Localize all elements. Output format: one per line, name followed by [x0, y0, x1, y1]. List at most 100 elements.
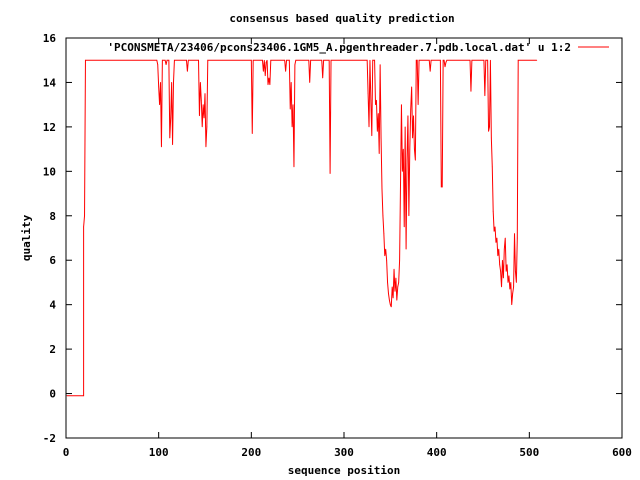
data-point: [83, 395, 85, 397]
data-point: [264, 75, 266, 77]
data-point: [415, 59, 417, 61]
data-point: [376, 130, 378, 132]
data-point: [371, 135, 373, 137]
data-point: [499, 264, 501, 266]
data-point: [289, 108, 291, 110]
x-tick-label: 400: [427, 446, 447, 459]
data-point: [389, 304, 391, 306]
data-point: [250, 59, 252, 61]
data-point: [400, 182, 401, 183]
data-point: [323, 59, 325, 61]
y-tick-label: 12: [43, 121, 56, 134]
data-point: [156, 59, 158, 61]
data-point: [388, 293, 389, 294]
data-point: [157, 64, 159, 66]
data-point: [393, 268, 395, 270]
data-point: [295, 59, 297, 61]
data-point: [382, 215, 384, 217]
data-point: [171, 82, 173, 83]
data-point: [84, 215, 85, 217]
data-point: [391, 286, 393, 288]
data-point: [186, 59, 187, 61]
y-tick-label: 0: [49, 388, 56, 401]
data-point: [308, 59, 310, 61]
data-point: [286, 59, 287, 61]
data-point: [385, 248, 387, 250]
data-point: [507, 282, 509, 283]
y-tick-label: 2: [49, 343, 56, 356]
data-point: [445, 62, 447, 63]
data-point: [495, 242, 497, 243]
plot-frame: [65, 37, 623, 439]
data-point: [416, 59, 418, 61]
data-point: [411, 86, 413, 88]
data-point: [207, 59, 209, 61]
data-point: [403, 226, 405, 228]
data-point: [321, 59, 323, 61]
data-point: [203, 117, 205, 119]
data-point: [366, 59, 368, 61]
data-point: [372, 59, 374, 61]
data-point: [506, 264, 508, 266]
data-point: [263, 59, 265, 61]
data-point: [158, 86, 160, 88]
data-point: [161, 59, 163, 61]
x-tick-label: 600: [612, 446, 632, 459]
data-point: [515, 270, 516, 272]
data-point: [262, 59, 263, 61]
axes: 0 100 200 300 400 500 600 -2 0 2 4 6 8 10 12 14 16: [43, 32, 632, 459]
data-point: [469, 59, 471, 61]
data-point: [390, 306, 392, 308]
data-point: [251, 133, 253, 134]
data-point: [200, 99, 202, 101]
data-point: [202, 104, 204, 106]
data-point: [381, 188, 383, 190]
y-tick-label: 14: [43, 76, 57, 89]
data-point: [517, 59, 519, 61]
data-point: [161, 146, 162, 148]
data-point: [379, 64, 381, 66]
data-point: [515, 282, 517, 283]
data-point: [483, 59, 485, 61]
data-point: [367, 93, 369, 94]
data-point: [83, 226, 85, 228]
data-point: [266, 59, 268, 61]
data-point: [513, 286, 514, 288]
data-point: [443, 59, 445, 61]
data-point: [471, 59, 473, 61]
data-point: [444, 66, 446, 68]
data-point: [418, 59, 420, 61]
data-point: [501, 286, 502, 288]
data-point: [409, 148, 411, 150]
data-point: [187, 59, 189, 61]
data-point: [516, 237, 518, 239]
data-point: [292, 104, 294, 106]
data-point: [310, 59, 312, 61]
data-point: [502, 259, 503, 261]
y-axis-label: quality: [20, 214, 33, 261]
series-group: [66, 59, 538, 397]
data-point: [488, 130, 489, 132]
data-point: [370, 99, 372, 101]
legend-label: 'PCONSMETA/23406/pcons23406.1GM5_A.pgent…: [107, 41, 571, 54]
x-tick-label: 300: [334, 446, 354, 459]
data-point: [402, 148, 404, 150]
legend: 'PCONSMETA/23406/pcons23406.1GM5_A.pgent…: [107, 41, 609, 54]
data-point: [489, 126, 490, 128]
data-point: [186, 70, 188, 72]
data-point: [512, 293, 514, 294]
data-point: [446, 59, 448, 61]
data-point: [265, 62, 267, 63]
data-point: [85, 59, 86, 61]
data-point: [380, 137, 382, 139]
data-point: [496, 237, 498, 239]
data-point: [294, 64, 296, 66]
data-point: [399, 259, 400, 261]
data-point: [439, 59, 441, 61]
data-point: [417, 104, 419, 106]
data-point: [497, 255, 499, 257]
data-point: [270, 59, 272, 61]
data-point: [536, 59, 538, 61]
y-tick-label: 10: [43, 165, 56, 178]
data-point: [268, 77, 270, 79]
